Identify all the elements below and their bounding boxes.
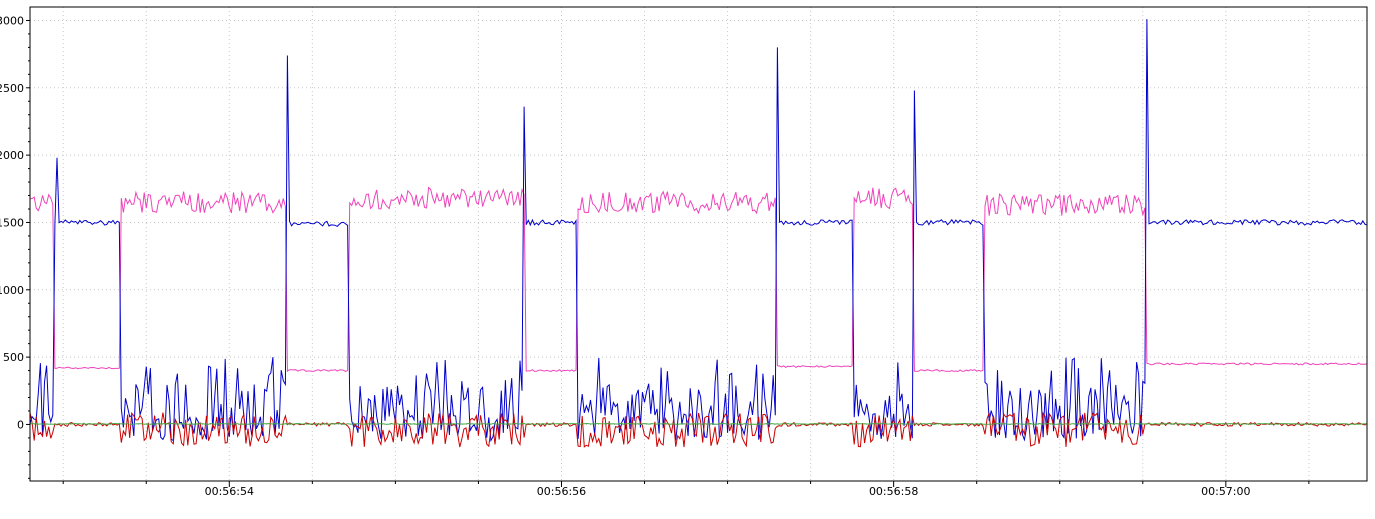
x-tick-label: 00:57:00 xyxy=(1201,485,1250,498)
series-green-line xyxy=(29,422,1368,425)
x-tick-label: 00:56:54 xyxy=(205,485,254,498)
series-pink-line xyxy=(29,186,1368,373)
axes: 0 500 1000 1500 2000 2500 3000 00:56:54 00:56:56… xyxy=(0,6,1368,498)
series-blue-line xyxy=(29,19,1368,443)
x-tick-label: 00:56:56 xyxy=(537,485,586,498)
y-tick-label: 0 xyxy=(17,418,24,431)
y-tick-label: 1500 xyxy=(0,216,24,229)
series-red-line xyxy=(29,411,1368,448)
x-tick-label: 00:56:58 xyxy=(869,485,918,498)
series-layer xyxy=(29,19,1368,448)
y-tick-label: 500 xyxy=(3,351,24,364)
plot-frame xyxy=(29,6,1368,482)
y-tick-label: 2000 xyxy=(0,149,24,162)
y-tick-label: 3000 xyxy=(0,14,24,27)
grid xyxy=(30,7,1367,481)
y-tick-label: 2500 xyxy=(0,82,24,95)
y-tick-label: 1000 xyxy=(0,284,24,297)
